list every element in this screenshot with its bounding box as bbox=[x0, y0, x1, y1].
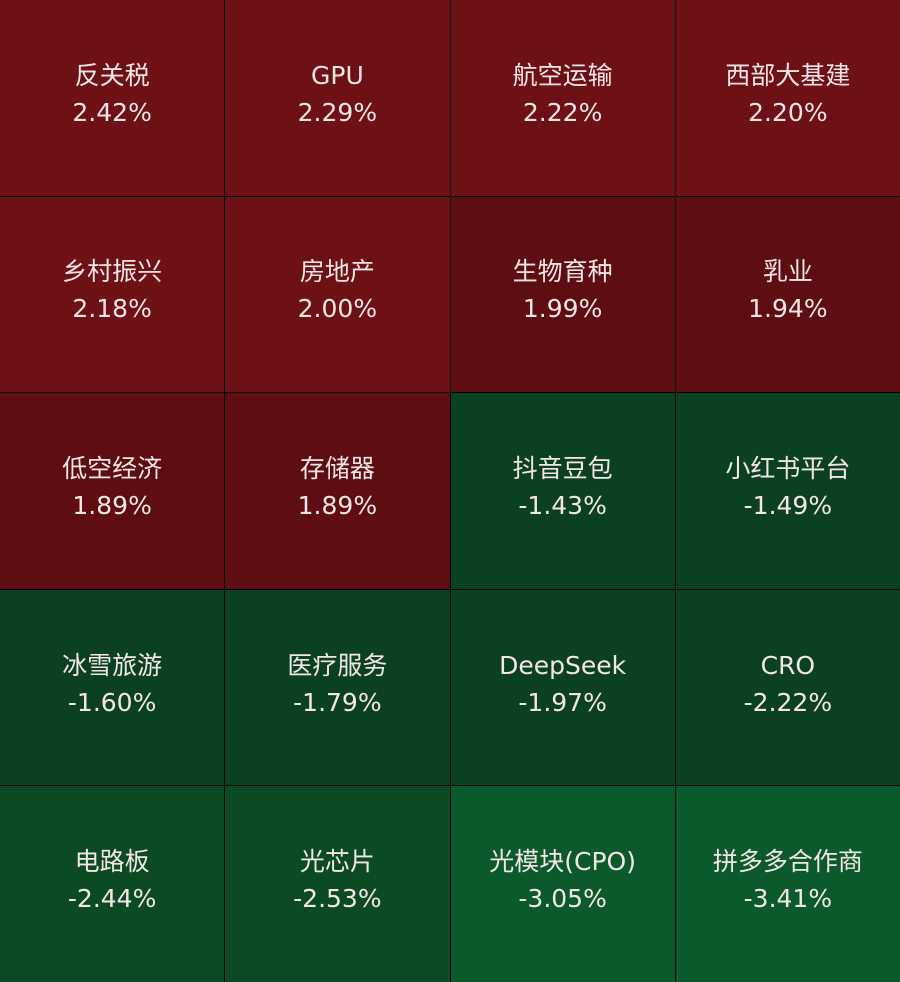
cell-value: 2.18% bbox=[72, 294, 152, 324]
cell-value: 2.20% bbox=[748, 97, 828, 127]
cell-value: -1.43% bbox=[518, 490, 607, 520]
cell-name: 医疗服务 bbox=[287, 650, 388, 680]
heatmap-cell[interactable]: 生物育种 1.99% bbox=[450, 196, 675, 393]
cell-value: 2.22% bbox=[522, 97, 603, 127]
cell-name: 反关税 bbox=[74, 60, 150, 90]
cell-value: -2.44% bbox=[67, 884, 157, 914]
cell-name: 光芯片 bbox=[299, 847, 375, 877]
cell-name: GPU bbox=[311, 60, 364, 90]
cell-name: 低空经济 bbox=[62, 453, 163, 483]
heatmap-cell[interactable]: 西部大基建 2.20% bbox=[675, 0, 900, 196]
heatmap-cell[interactable]: 存储器 1.89% bbox=[225, 393, 450, 589]
cell-value: -3.41% bbox=[743, 884, 833, 914]
cell-value: 1.99% bbox=[522, 294, 603, 324]
cell-value: -2.22% bbox=[743, 687, 833, 717]
heatmap-cell[interactable]: 航空运输 2.22% bbox=[450, 0, 675, 196]
heatmap-cell[interactable]: 光芯片 -2.53% bbox=[225, 786, 450, 982]
cell-name: DeepSeek bbox=[499, 650, 627, 680]
heatmap-cell[interactable]: 房地产 2.00% bbox=[225, 196, 450, 393]
heatmap-cell[interactable]: 乳业 1.94% bbox=[675, 196, 900, 393]
cell-value: -1.49% bbox=[743, 490, 833, 520]
heatmap-cell[interactable]: 医疗服务 -1.79% bbox=[225, 589, 450, 786]
cell-value: 1.94% bbox=[748, 294, 828, 324]
cell-name: 抖音豆包 bbox=[512, 453, 613, 483]
cell-name: 冰雪旅游 bbox=[62, 650, 163, 680]
cell-value: -2.53% bbox=[293, 884, 382, 914]
heatmap-cell[interactable]: 冰雪旅游 -1.60% bbox=[0, 589, 225, 786]
cell-name: 乡村振兴 bbox=[62, 257, 163, 287]
cell-name: 电路板 bbox=[74, 847, 150, 877]
cell-value: -1.79% bbox=[293, 687, 382, 717]
heatmap-cell[interactable]: 小红书平台 -1.49% bbox=[675, 393, 900, 589]
cell-name: 乳业 bbox=[762, 257, 813, 287]
heatmap-cell[interactable]: 反关税 2.42% bbox=[0, 0, 225, 196]
cell-name: 西部大基建 bbox=[725, 60, 851, 90]
cell-name: 生物育种 bbox=[512, 257, 613, 287]
cell-value: 2.29% bbox=[297, 97, 378, 127]
heatmap-cell[interactable]: 抖音豆包 -1.43% bbox=[450, 393, 675, 589]
heatmap-cell[interactable]: GPU 2.29% bbox=[225, 0, 450, 196]
cell-name: 航空运输 bbox=[512, 60, 613, 90]
cell-value: 2.42% bbox=[72, 97, 152, 127]
cell-value: -3.05% bbox=[518, 884, 607, 914]
cell-name: 拼多多合作商 bbox=[712, 847, 863, 877]
cell-name: 存储器 bbox=[299, 453, 375, 483]
cell-value: 2.00% bbox=[297, 294, 378, 324]
heatmap-cell[interactable]: 电路板 -2.44% bbox=[0, 786, 225, 982]
heatmap-cell[interactable]: 乡村振兴 2.18% bbox=[0, 196, 225, 393]
heatmap-cell[interactable]: DeepSeek -1.97% bbox=[450, 589, 675, 786]
heatmap-cell[interactable]: CRO -2.22% bbox=[675, 589, 900, 786]
heatmap-cell[interactable]: 低空经济 1.89% bbox=[0, 393, 225, 589]
cell-value: -1.97% bbox=[518, 687, 607, 717]
cell-value: -1.60% bbox=[67, 687, 157, 717]
heatmap-cell[interactable]: 拼多多合作商 -3.41% bbox=[675, 786, 900, 982]
cell-name: 小红书平台 bbox=[725, 453, 851, 483]
cell-name: 光模块(CPO) bbox=[489, 847, 636, 877]
heatmap-cell[interactable]: 光模块(CPO) -3.05% bbox=[450, 786, 675, 982]
cell-name: CRO bbox=[760, 650, 816, 680]
cell-value: 1.89% bbox=[297, 490, 378, 520]
cell-name: 房地产 bbox=[299, 257, 375, 287]
cell-value: 1.89% bbox=[72, 490, 152, 520]
